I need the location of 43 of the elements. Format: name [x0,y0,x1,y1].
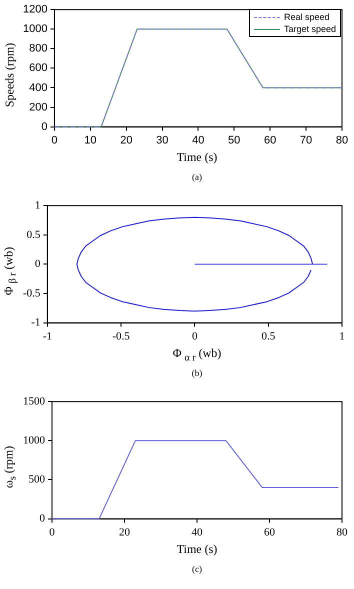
y-tick-label: 1500 [23,395,46,408]
y-tick-label: -0.5 [22,287,41,300]
legend-label: Real speed [284,11,330,23]
x-tick-label: 30 [156,134,168,146]
x-tick-label: 60 [264,134,276,146]
x-tick-label: 20 [120,134,132,146]
y-tick-label: 1200 [22,4,48,16]
x-tick-label: 1 [339,330,345,342]
x-tick-label: 70 [300,134,312,146]
x-tick-label: 60 [264,526,276,538]
y-tick-label: -1 [31,316,40,329]
x-axis-title: Time (s) [176,150,218,166]
y-tick-label: 200 [29,101,48,114]
x-tick-label: 80 [336,134,348,146]
y-tick-label: 500 [28,474,46,486]
x-tick-label: 40 [192,134,204,146]
y-tick-label: 1 [34,199,40,212]
y-tick-label: 800 [29,42,48,55]
text: (b) [190,368,204,380]
x-tick-label: 20 [119,526,130,538]
x-tick-label: 0 [192,330,198,342]
y-tick-label: 600 [29,62,48,74]
y-tick-label: 0.5 [26,228,41,241]
x-tick-label: 0 [51,134,58,146]
x-tick-label: 10 [84,134,97,146]
x-tick-label: -0.5 [112,330,130,342]
y-tick-label: 0 [41,120,48,133]
y-tick-label: 0 [40,512,46,525]
text: (c) [191,564,203,576]
x-tick-label: 40 [192,526,203,538]
x-axis-title: Φ $_{α r}$ (wb) [172,346,222,364]
y-tick-label: 0 [34,258,41,270]
x-axis-title: Time (s) [176,542,218,558]
x-tick-label: 0.5 [261,330,276,342]
legend-label: Target speed [284,23,336,35]
x-tick-label: 80 [336,526,348,538]
y-tick-label: 1000 [22,23,48,36]
y-axis-title: Speeds (rpm) [2,42,18,108]
x-tick-label: 0 [49,526,56,538]
x-tick-label: 50 [228,134,240,146]
text: (a) [191,172,203,184]
y-tick-label: 1000 [23,434,46,447]
y-tick-label: 400 [29,82,48,94]
